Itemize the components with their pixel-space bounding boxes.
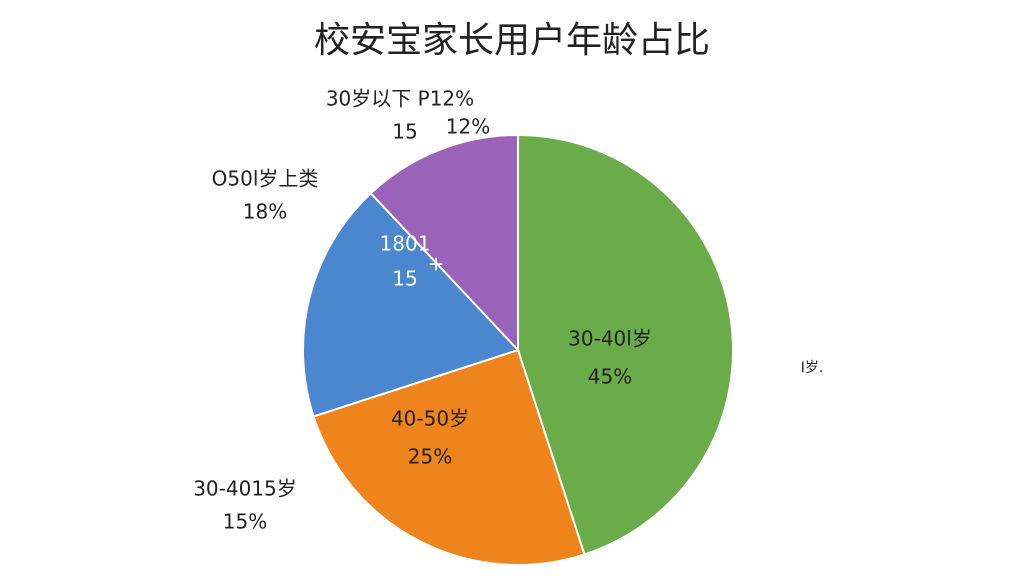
data-label: 25% (408, 445, 452, 469)
data-label: 18% (243, 200, 287, 224)
data-label: 30-4015岁 (193, 477, 297, 501)
pie-slice (369, 133, 519, 353)
pie-slice (302, 191, 520, 418)
data-label: 30-40l岁 (568, 327, 652, 351)
data-label: 15 (392, 267, 417, 291)
data-label: 45% (588, 365, 632, 389)
data-label: 15 (392, 120, 417, 144)
data-label: O50l岁上类 (212, 167, 319, 191)
data-label: 1801 (380, 232, 431, 256)
data-label: 40-50岁 (391, 407, 469, 431)
data-label: 12% (446, 115, 490, 139)
data-label: 15% (223, 510, 267, 534)
data-label: + (428, 252, 445, 276)
pie-slice (517, 133, 734, 556)
data-label: 30岁以下 P12% (326, 87, 474, 111)
pie-slice (312, 348, 586, 566)
chart-title: 校安宝家长用户年龄占比 (314, 20, 710, 61)
data-label: Ⅰ岁. (801, 360, 824, 376)
